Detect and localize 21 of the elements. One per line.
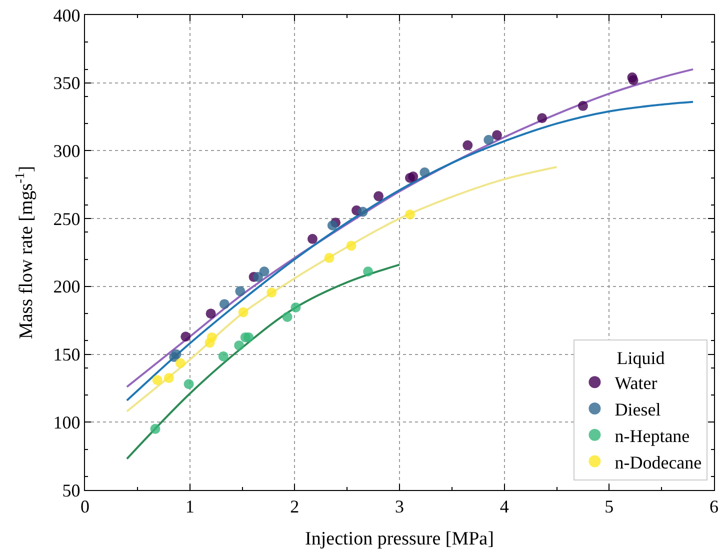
y-tick-label: 150 (53, 344, 80, 365)
y-tick-label: 250 (53, 208, 80, 229)
x-tick-label: 2 (290, 496, 300, 517)
x-tick-label: 5 (604, 496, 614, 517)
y-tick-label: 100 (53, 412, 80, 432)
legend-label: Diesel (614, 400, 661, 420)
legend-label: n-Heptane (614, 426, 690, 446)
y-tick-label: 50 (62, 480, 80, 500)
legend-label: Water (614, 373, 658, 394)
x-tick-label: 6 (710, 496, 718, 517)
x-tick-label: 4 (500, 496, 509, 517)
x-tick-label: 3 (395, 496, 404, 517)
y-tick-label: 350 (53, 73, 80, 94)
y-tick-label: 300 (53, 141, 80, 162)
legend-title: Liquid (616, 348, 665, 368)
x-tick-label: 0 (80, 496, 90, 517)
x-axis-title: Injection pressure [MPa] (305, 528, 494, 550)
x-tick-label: 1 (185, 496, 194, 517)
y-tick-label: 200 (53, 276, 80, 297)
legend-label: n-Dodecane (614, 452, 702, 472)
y-tick-label: 400 (53, 5, 80, 26)
